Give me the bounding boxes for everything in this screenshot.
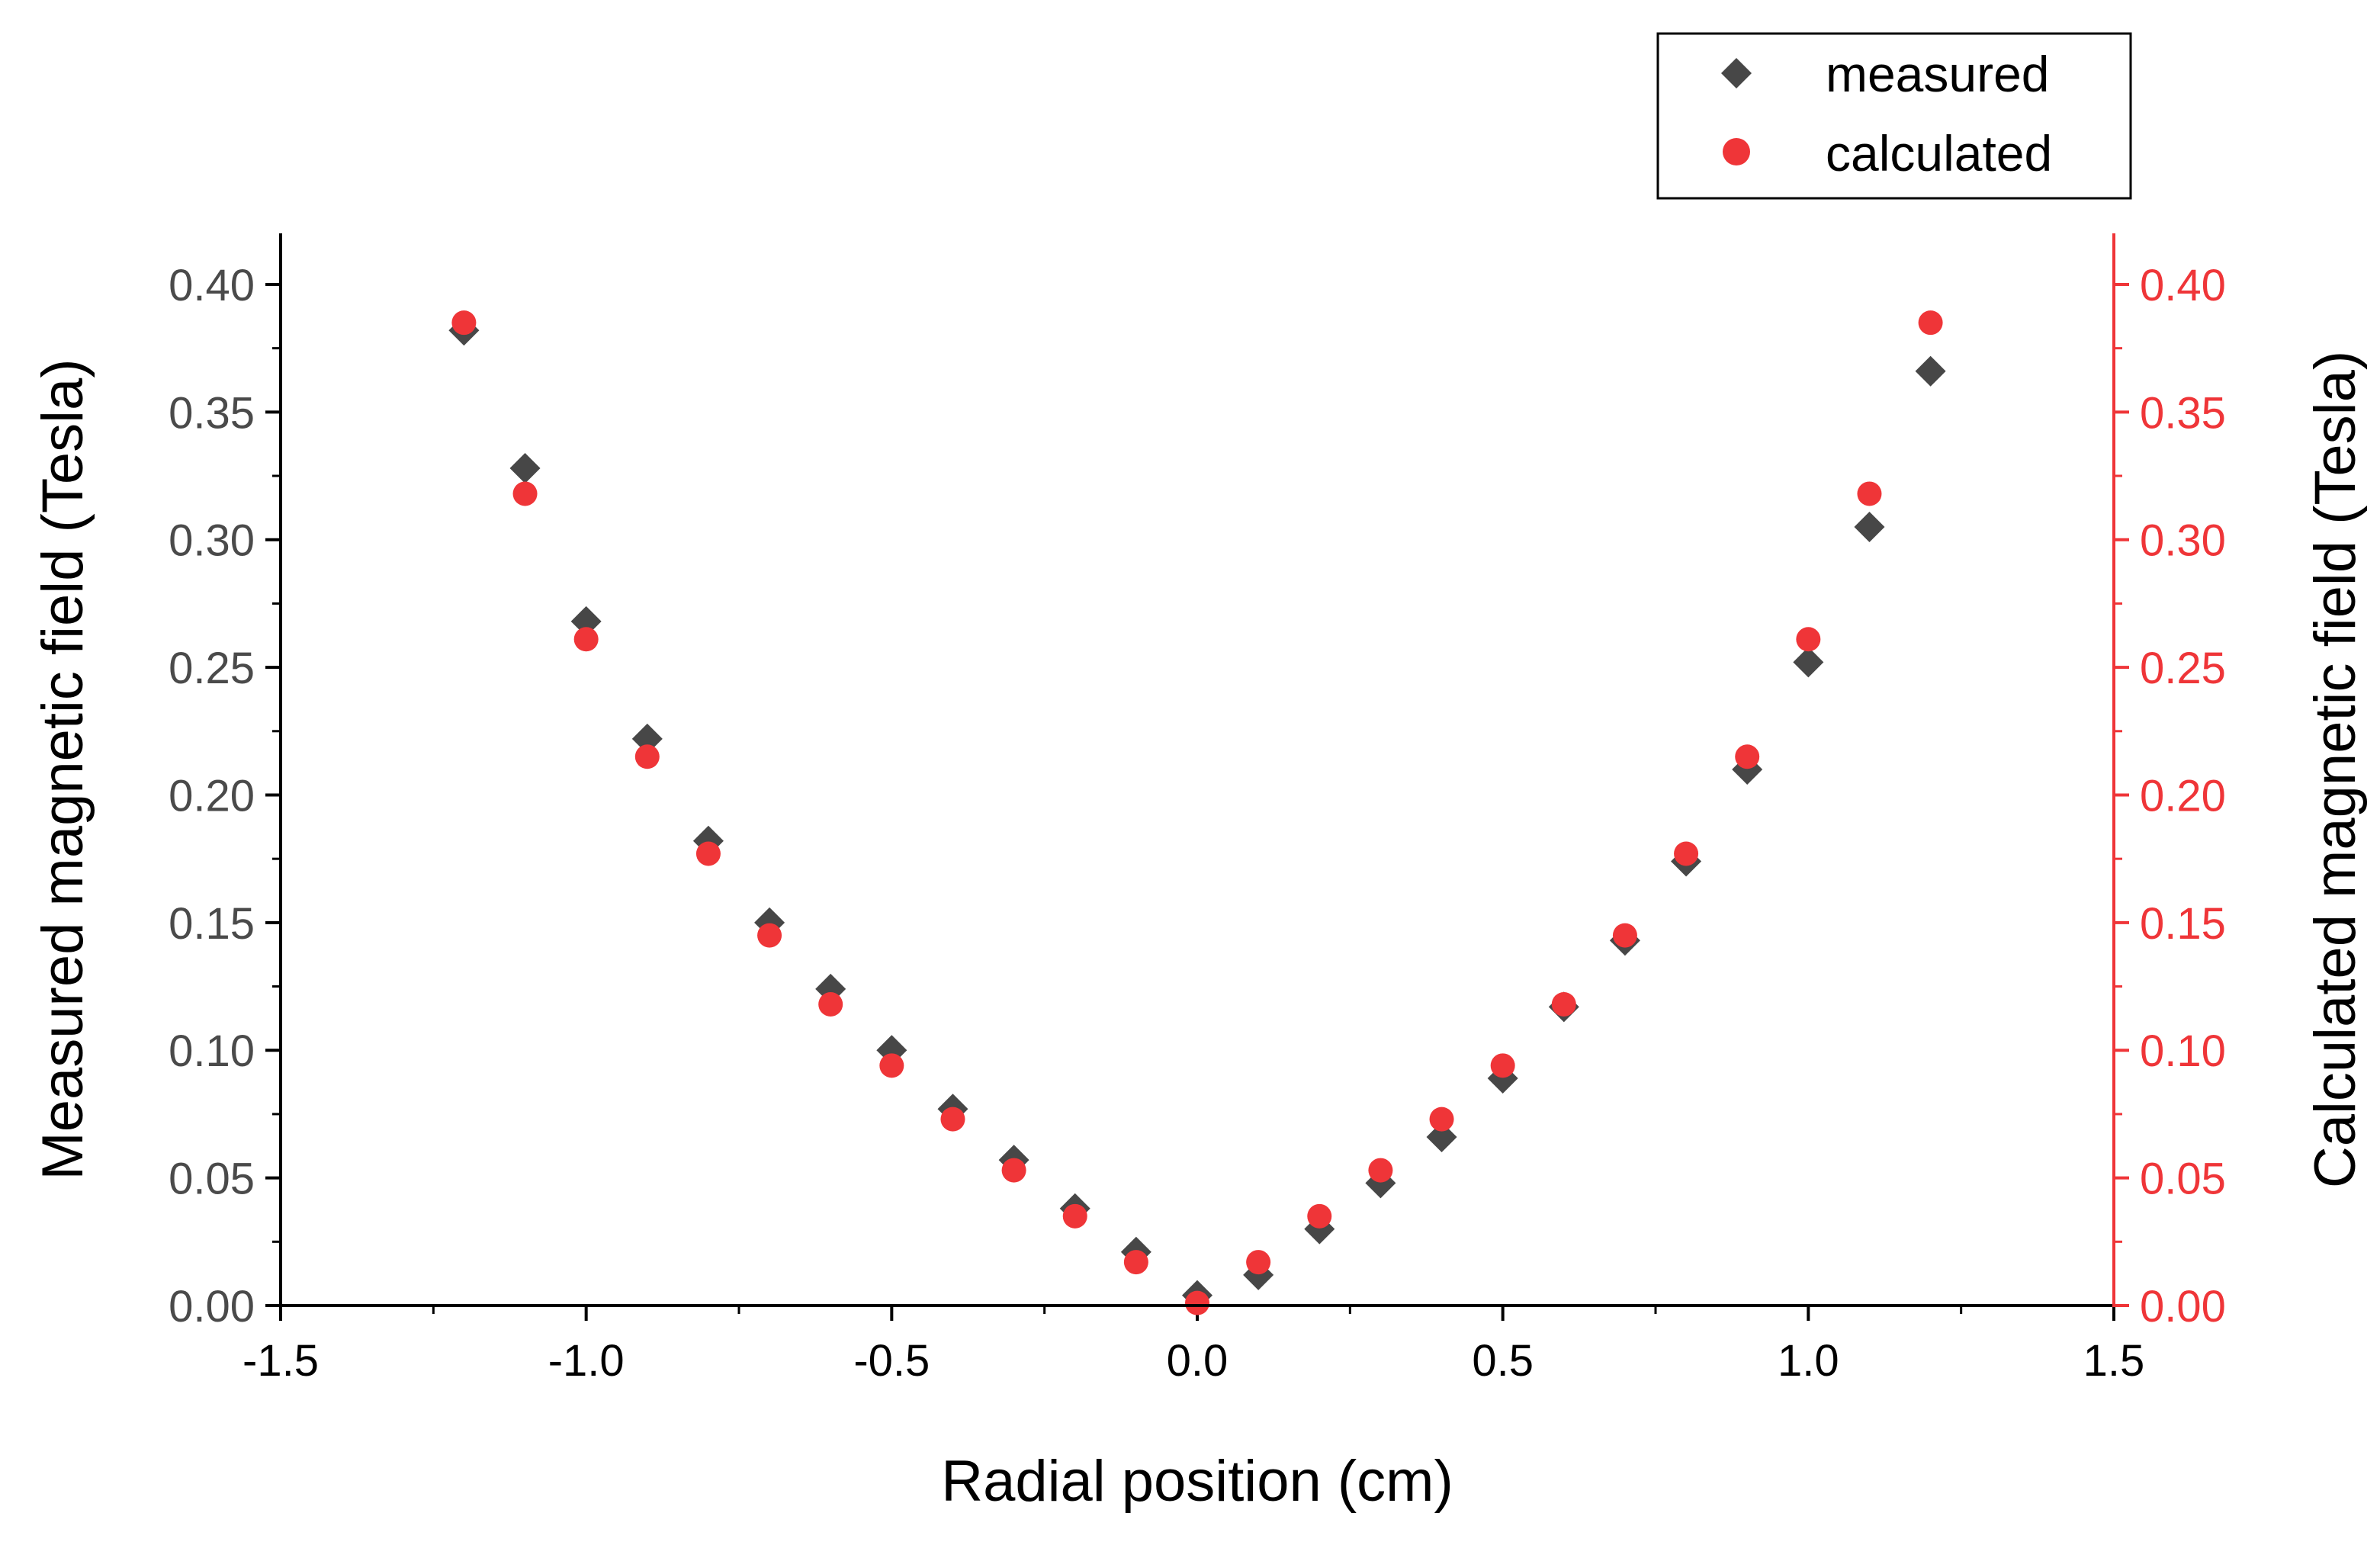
legend-measured-marker: [1721, 58, 1752, 88]
legend-calculated-marker: [1723, 138, 1750, 165]
calculated-point: [818, 991, 843, 1017]
legend: measured calculated: [1656, 32, 2132, 200]
left-y-tick-label: 0.35: [169, 388, 255, 438]
right-y-tick-label: 0.05: [2140, 1155, 2226, 1204]
measured-point: [1915, 355, 1946, 387]
measured-point: [1854, 511, 1885, 542]
right-y-tick-label: 0.35: [2140, 388, 2226, 438]
x-tick-label: -0.5: [853, 1336, 930, 1386]
right-y-tick-label: 0.00: [2140, 1282, 2226, 1331]
legend-calculated-label: calculated: [1826, 125, 2052, 181]
measured-point: [1426, 1122, 1457, 1153]
left-y-tick-label: 0.15: [169, 899, 255, 949]
x-tick-label: 0.5: [1472, 1336, 1534, 1386]
calculated-point: [1490, 1053, 1515, 1078]
calculated-point: [1674, 841, 1699, 866]
calculated-point: [940, 1107, 965, 1132]
tick-labels: -1.5 -1.0 -0.5 0.0 0.5 1.0 1.5 0.00 0.00 0.05 0.05…: [169, 261, 2226, 1386]
calculated-point: [1001, 1158, 1026, 1183]
x-tick-label: -1.0: [548, 1336, 625, 1386]
calculated-point: [1796, 627, 1821, 652]
calculated-point: [1612, 923, 1637, 948]
x-tick-label: 0.0: [1167, 1336, 1229, 1386]
left-y-tick-label: 0.40: [169, 261, 255, 310]
right-y-tick-label: 0.40: [2140, 261, 2226, 310]
right-y-tick-label: 0.10: [2140, 1026, 2226, 1076]
calculated-point: [1185, 1290, 1209, 1315]
measured-point: [509, 452, 541, 483]
calculated-point: [757, 923, 782, 948]
calculated-point: [512, 481, 538, 506]
calculated-point: [1368, 1158, 1393, 1183]
calculated-point: [1918, 310, 1943, 336]
calculated-point: [1857, 481, 1882, 506]
x-tick-label: 1.5: [2083, 1336, 2145, 1386]
right-y-tick-label: 0.30: [2140, 516, 2226, 566]
calculated-point: [1551, 991, 1576, 1017]
legend-measured-label: measured: [1826, 46, 2050, 102]
measured-point: [631, 723, 663, 754]
left-y-tick-label: 0.30: [169, 516, 255, 566]
left-y-tick-label: 0.25: [169, 644, 255, 693]
calculated-point: [634, 744, 660, 769]
x-axis-title: Radial position (cm): [941, 1449, 1453, 1514]
measured-point: [570, 605, 602, 637]
left-y-tick-label: 0.20: [169, 771, 255, 821]
calculated-point: [1429, 1107, 1454, 1132]
left-y-tick-label: 0.00: [169, 1282, 255, 1331]
left-y-tick-label: 0.10: [169, 1026, 255, 1076]
right-y-tick-label: 0.15: [2140, 899, 2226, 949]
x-tick-label: 1.0: [1778, 1336, 1839, 1386]
calculated-point: [573, 627, 599, 652]
calculated-point: [1062, 1203, 1087, 1229]
calculated-point: [879, 1053, 904, 1078]
calculated-point: [1307, 1203, 1332, 1229]
calculated-point: [695, 841, 721, 866]
calculated-point: [1123, 1250, 1148, 1275]
right-y-tick-label: 0.25: [2140, 644, 2226, 693]
calculated-point: [1735, 744, 1760, 769]
measured-point: [1793, 647, 1824, 678]
right-y-axis-title: Calculated magnetic field (Tesla): [2303, 351, 2368, 1188]
right-y-tick-label: 0.20: [2140, 771, 2226, 821]
left-y-axis-title: Measured magnetic field (Tesla): [31, 358, 95, 1180]
left-y-tick-label: 0.05: [169, 1155, 255, 1204]
calculated-point: [451, 310, 477, 336]
data-points: [448, 310, 1946, 1315]
calculated-point: [1246, 1250, 1271, 1275]
x-tick-label: -1.5: [242, 1336, 319, 1386]
